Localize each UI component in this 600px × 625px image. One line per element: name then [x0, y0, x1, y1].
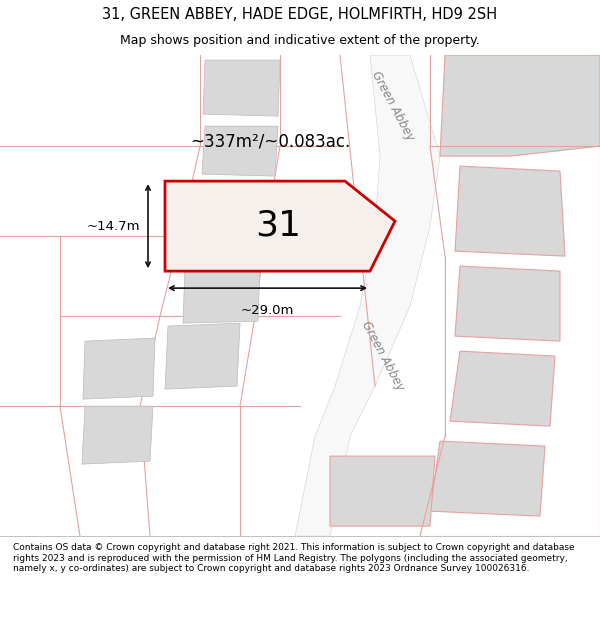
Polygon shape [295, 55, 440, 536]
Text: ~29.0m: ~29.0m [241, 304, 294, 317]
Polygon shape [183, 264, 260, 323]
Polygon shape [440, 55, 600, 156]
Polygon shape [202, 126, 278, 176]
Polygon shape [203, 60, 280, 116]
Text: 31: 31 [255, 208, 301, 242]
Text: Green Abbey: Green Abbey [369, 69, 417, 143]
Polygon shape [165, 323, 240, 389]
Polygon shape [83, 338, 155, 399]
Polygon shape [330, 456, 435, 526]
Polygon shape [430, 441, 545, 516]
Polygon shape [455, 166, 565, 256]
Text: Green Abbey: Green Abbey [359, 319, 407, 393]
Text: Contains OS data © Crown copyright and database right 2021. This information is : Contains OS data © Crown copyright and d… [13, 543, 575, 573]
Polygon shape [82, 406, 153, 464]
Text: Map shows position and indicative extent of the property.: Map shows position and indicative extent… [120, 34, 480, 47]
Text: 31, GREEN ABBEY, HADE EDGE, HOLMFIRTH, HD9 2SH: 31, GREEN ABBEY, HADE EDGE, HOLMFIRTH, H… [103, 8, 497, 22]
Text: ~14.7m: ~14.7m [86, 219, 140, 232]
Polygon shape [450, 351, 555, 426]
Polygon shape [165, 181, 395, 271]
Text: ~337m²/~0.083ac.: ~337m²/~0.083ac. [190, 132, 350, 150]
Polygon shape [455, 266, 560, 341]
